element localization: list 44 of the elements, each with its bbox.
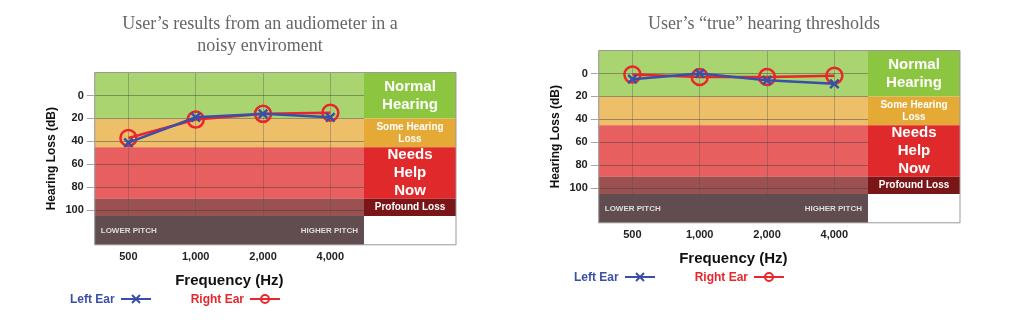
chart-title: User’s “true” hearing thresholds bbox=[646, 12, 882, 34]
band-label: Profound Loss bbox=[878, 179, 950, 191]
band-label: Needs Help Now bbox=[387, 145, 433, 199]
x-axis-title: Frequency (Hz) bbox=[175, 271, 284, 289]
band-label: Normal Hearing bbox=[886, 54, 942, 90]
y-tick-label: 100 bbox=[65, 203, 84, 216]
y-tick-label: 100 bbox=[569, 181, 588, 194]
y-axis-title: Hearing Loss (dB) bbox=[43, 106, 58, 211]
x-axis-title: Frequency (Hz) bbox=[679, 249, 788, 267]
y-tick-label: 60 bbox=[575, 135, 588, 148]
x-tick-label: 1,000 bbox=[181, 250, 210, 263]
annotation: HIGHER PITCH bbox=[804, 203, 863, 213]
legend-label: Left Ear bbox=[70, 292, 116, 306]
y-tick-label: 80 bbox=[575, 158, 588, 171]
legend-label: Left Ear bbox=[574, 270, 620, 284]
annotation: LOWER PITCH bbox=[604, 203, 661, 213]
x-tick-label: 500 bbox=[623, 228, 642, 241]
y-tick-label: 0 bbox=[581, 66, 588, 79]
band-label: Normal Hearing bbox=[382, 76, 438, 112]
x-tick-label: 4,000 bbox=[316, 250, 345, 263]
x-tick-label: 2,000 bbox=[249, 250, 277, 263]
x-tick-label: 500 bbox=[119, 250, 138, 263]
legend-label: Right Ear bbox=[190, 292, 246, 306]
point bbox=[186, 110, 205, 129]
y-tick-label: 80 bbox=[71, 180, 84, 193]
y-axis-title: Hearing Loss (dB) bbox=[547, 84, 562, 189]
band-label: Some Hearing Loss bbox=[376, 120, 444, 144]
band-label: Some Hearing Loss bbox=[880, 98, 948, 122]
x-tick-label: 4,000 bbox=[820, 228, 849, 241]
x-tick-label: 1,000 bbox=[685, 228, 714, 241]
band-label: Needs Help Now bbox=[891, 123, 937, 177]
y-tick-label: 20 bbox=[575, 89, 588, 102]
y-tick-label: 40 bbox=[575, 112, 588, 125]
y-tick-label: 0 bbox=[77, 88, 84, 101]
point bbox=[828, 78, 840, 90]
y-tick-label: 40 bbox=[71, 134, 84, 147]
chart-title: User’s results from an audiometer in a noisy enviroment bbox=[121, 12, 399, 56]
band-label: Profound Loss bbox=[374, 201, 446, 213]
legend-label: Right Ear bbox=[694, 270, 750, 284]
y-tick-label: 60 bbox=[71, 157, 84, 170]
y-tick-label: 20 bbox=[71, 111, 84, 124]
annotation: LOWER PITCH bbox=[100, 225, 157, 235]
annotation: HIGHER PITCH bbox=[300, 225, 359, 235]
x-tick-label: 2,000 bbox=[753, 228, 781, 241]
